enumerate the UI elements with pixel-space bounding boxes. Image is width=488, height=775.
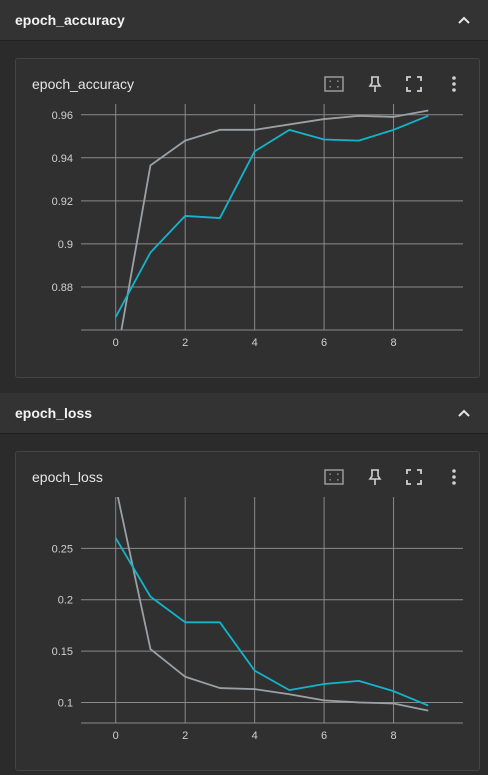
x-tick-label: 8 bbox=[390, 730, 396, 742]
series-train-line[interactable] bbox=[116, 109, 429, 362]
y-tick-label: 0.92 bbox=[52, 196, 73, 208]
fullscreen-icon[interactable] bbox=[403, 73, 425, 95]
x-tick-label: 8 bbox=[390, 337, 396, 349]
y-tick-label: 0.2 bbox=[58, 595, 73, 607]
loss-chart[interactable]: 0.1 0.15 0.2 0.25 0 2 4 6 8 bbox=[16, 452, 479, 770]
accuracy-chart[interactable]: 0.88 0.9 0.92 0.94 0.96 0 2 4 6 8 bbox=[16, 59, 479, 377]
y-tick-label: 0.88 bbox=[52, 282, 73, 294]
section-header[interactable]: epoch_accuracy bbox=[0, 0, 488, 41]
x-tick-label: 4 bbox=[252, 337, 258, 349]
x-tick-label: 0 bbox=[113, 730, 119, 742]
y-tick-label: 0.94 bbox=[52, 153, 73, 165]
x-tick-label: 2 bbox=[182, 337, 188, 349]
series-validation-line[interactable] bbox=[114, 115, 429, 318]
chevron-up-icon[interactable] bbox=[454, 10, 474, 30]
fullscreen-icon[interactable] bbox=[403, 466, 425, 488]
chart-card: epoch_accuracy 0.88 0.9 0.92 0.94 0.96 0 2 4 6 8 bbox=[15, 58, 480, 378]
x-tick-label: 6 bbox=[321, 337, 327, 349]
more-vert-icon[interactable] bbox=[443, 73, 465, 95]
chart-card: epoch_loss 0.1 0.15 0.2 0.25 0 2 4 6 8 bbox=[15, 451, 480, 771]
section-title: epoch_loss bbox=[15, 405, 93, 421]
x-tick-label: 4 bbox=[252, 730, 258, 742]
y-tick-label: 0.15 bbox=[52, 646, 73, 658]
fit-domain-icon[interactable] bbox=[323, 466, 345, 488]
more-vert-icon[interactable] bbox=[443, 466, 465, 488]
series-validation-line[interactable] bbox=[114, 537, 429, 707]
x-tick-label: 2 bbox=[182, 730, 188, 742]
y-tick-label: 0.9 bbox=[58, 239, 73, 251]
section-header[interactable]: epoch_loss bbox=[0, 393, 488, 434]
x-tick-label: 6 bbox=[321, 730, 327, 742]
y-tick-label: 0.96 bbox=[52, 110, 73, 122]
pin-icon[interactable] bbox=[364, 466, 386, 488]
series-train-line[interactable] bbox=[116, 487, 429, 712]
pin-icon[interactable] bbox=[364, 73, 386, 95]
card-title: epoch_accuracy bbox=[32, 76, 134, 92]
section-title: epoch_accuracy bbox=[15, 12, 125, 28]
card-title: epoch_loss bbox=[32, 469, 103, 485]
y-tick-label: 0.25 bbox=[52, 543, 73, 555]
fit-domain-icon[interactable] bbox=[323, 73, 345, 95]
chevron-up-icon[interactable] bbox=[454, 403, 474, 423]
x-tick-label: 0 bbox=[113, 337, 119, 349]
y-tick-label: 0.1 bbox=[58, 697, 73, 709]
